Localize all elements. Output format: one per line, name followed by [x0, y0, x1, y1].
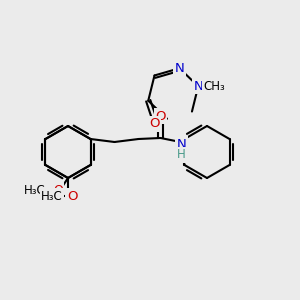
Text: H: H — [177, 148, 186, 161]
Text: H₃C: H₃C — [24, 184, 46, 196]
Text: H₃C: H₃C — [41, 190, 63, 202]
Text: O: O — [53, 184, 63, 196]
Text: O: O — [155, 110, 166, 122]
Text: N: N — [177, 137, 186, 151]
Text: N: N — [175, 62, 184, 75]
Text: O: O — [67, 190, 77, 202]
Text: CH₃: CH₃ — [203, 80, 225, 93]
Text: O: O — [149, 117, 160, 130]
Text: N: N — [193, 80, 203, 93]
